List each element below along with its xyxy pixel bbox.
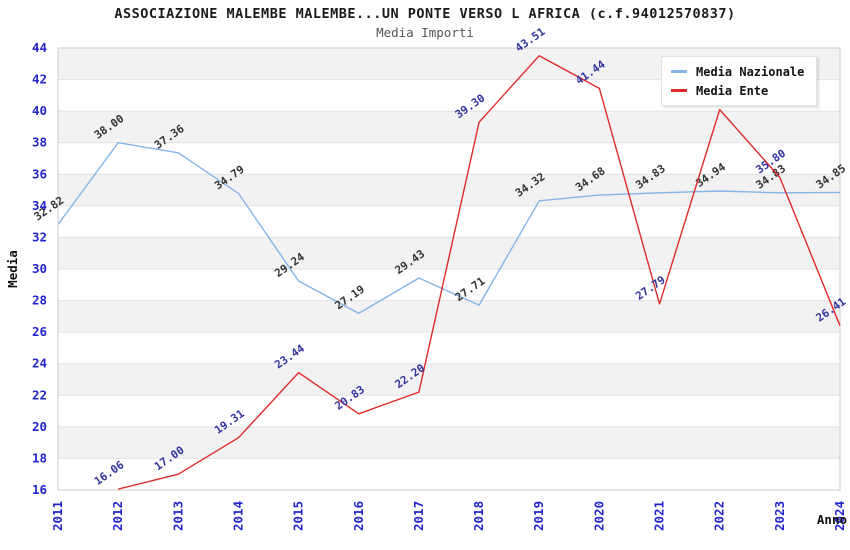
x-tick-label: 2014	[230, 501, 245, 531]
y-tick-label: 28	[32, 293, 47, 308]
y-tick-label: 44	[32, 40, 47, 55]
grid-band	[58, 111, 840, 143]
x-tick-label: 2021	[652, 501, 667, 531]
y-tick-label: 16	[32, 482, 47, 497]
legend: Media Nazionale Media Ente	[661, 56, 817, 106]
y-tick-label: 18	[32, 450, 47, 465]
legend-swatch-ente-icon	[671, 89, 687, 92]
x-tick-label: 2024	[832, 501, 847, 531]
chart-title: ASSOCIAZIONE MALEMBE MALEMBE...UN PONTE …	[114, 6, 736, 22]
x-tick-label: 2020	[591, 501, 606, 531]
x-tick-label: 2012	[110, 501, 125, 531]
plot-border	[57, 47, 841, 491]
y-tick-label: 42	[32, 72, 47, 87]
y-tick-label: 24	[32, 356, 47, 371]
x-axis-title: Anno	[816, 512, 847, 527]
x-tick-label: 2011	[50, 501, 65, 531]
y-tick-label: 32	[32, 229, 47, 244]
y-tick-label: 34	[32, 198, 47, 213]
data-point-label: 27.79	[633, 273, 668, 303]
x-tick-label: 2019	[531, 501, 546, 531]
grid-band	[58, 426, 840, 459]
x-tick-label: 2022	[712, 501, 727, 531]
grid-band	[58, 363, 840, 396]
chart-subtitle: Media Importi	[376, 25, 474, 40]
x-tick-label: 2023	[772, 501, 787, 531]
legend-label-ente: Media Ente	[696, 83, 769, 98]
series-line-media-ente	[118, 55, 841, 490]
x-tick-label: 2015	[291, 501, 306, 531]
x-tick-label: 2016	[351, 501, 366, 531]
y-tick-label: 30	[32, 261, 47, 276]
y-axis-title: Media	[5, 250, 20, 288]
grid-band	[58, 174, 840, 206]
legend-item-media-ente: Media Ente	[671, 81, 807, 100]
y-tick-label: 40	[32, 103, 47, 118]
x-tick-label: 2018	[471, 501, 486, 531]
y-tick-label: 22	[32, 387, 47, 402]
legend-swatch-nazionale-icon	[671, 70, 687, 73]
grid-band	[58, 237, 840, 269]
y-tick-label: 26	[32, 324, 47, 339]
y-tick-label: 38	[32, 135, 47, 150]
data-point-label: 16.06	[92, 458, 127, 488]
series-line-media-nazionale	[57, 141, 841, 315]
y-tick-label: 20	[32, 419, 47, 434]
x-tick-label: 2013	[170, 501, 185, 531]
y-tick-label: 36	[32, 166, 47, 181]
x-tick-label: 2017	[411, 501, 426, 531]
grid-band	[58, 300, 840, 333]
legend-label-nazionale: Media Nazionale	[696, 64, 805, 79]
legend-item-media-nazionale: Media Nazionale	[671, 62, 807, 81]
